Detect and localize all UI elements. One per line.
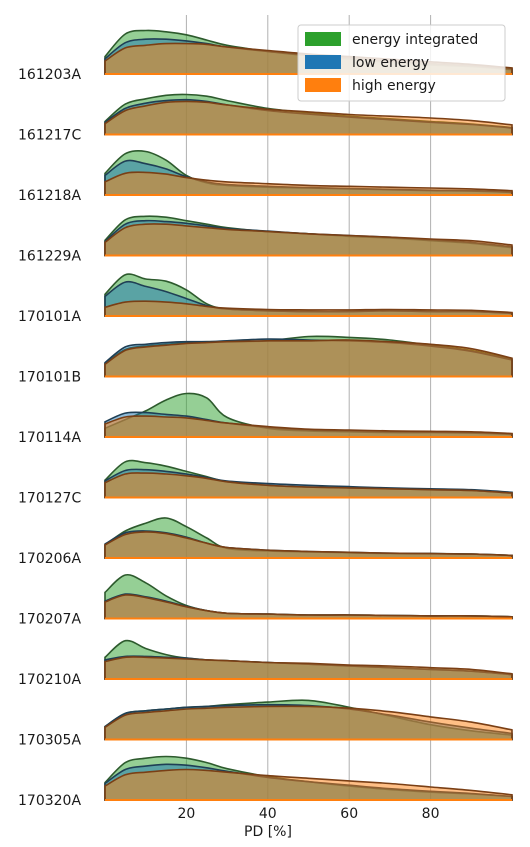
ridge-row-170206A bbox=[104, 517, 513, 559]
legend-swatch-1 bbox=[305, 55, 341, 69]
x-tick-label: 20 bbox=[177, 806, 195, 822]
ridge-170210A-high-energy bbox=[104, 656, 513, 680]
row-label: 161217C bbox=[18, 128, 81, 144]
ridge-row-170305A bbox=[104, 699, 513, 741]
row-label: 170101B bbox=[18, 370, 81, 386]
ridge-170320A-high-energy bbox=[104, 768, 513, 801]
x-tick-label: 40 bbox=[259, 806, 277, 822]
legend-swatch-0 bbox=[305, 32, 341, 46]
ridge-row-170210A bbox=[104, 639, 513, 680]
ridge-161217C-high-energy bbox=[104, 100, 513, 136]
legend: energy integrated low energy high energy bbox=[297, 24, 506, 102]
x-tick-label: 60 bbox=[340, 806, 358, 822]
row-label-layer: 161203A 161217C 161218A 161229A 170101A 17010… bbox=[18, 67, 81, 809]
ridge-170101B-high-energy bbox=[104, 339, 513, 378]
ridge-row-170101B bbox=[104, 335, 513, 378]
row-label: 170210A bbox=[18, 672, 81, 688]
row-label: 170207A bbox=[18, 612, 81, 628]
ridge-row-170207A bbox=[104, 573, 513, 620]
legend-frame bbox=[297, 24, 506, 102]
ridge-row-170114A bbox=[104, 392, 513, 438]
ridge-row-170320A bbox=[104, 755, 513, 801]
legend-swatch-2 bbox=[305, 78, 341, 92]
ridge-row-161218A bbox=[104, 149, 513, 196]
ridge-170101A-high-energy bbox=[104, 300, 513, 317]
ridge-170127C-high-energy bbox=[104, 472, 513, 499]
row-label: 170320A bbox=[18, 793, 81, 809]
x-axis-title: PD [%] bbox=[244, 824, 292, 840]
row-label: 161229A bbox=[18, 249, 81, 265]
x-axis: 20 40 60 80 bbox=[177, 806, 439, 822]
ridge-row-170101A bbox=[104, 273, 513, 317]
ridge-row-161217C bbox=[104, 93, 513, 136]
ridge-161218A-high-energy bbox=[104, 171, 513, 196]
ridge-161229A-high-energy bbox=[104, 223, 513, 257]
row-label: 170305A bbox=[18, 733, 81, 749]
legend-label: energy integrated bbox=[352, 32, 478, 48]
ridge-row-170127C bbox=[104, 459, 513, 499]
legend-label: low energy bbox=[352, 55, 429, 71]
x-tick-label: 80 bbox=[422, 806, 440, 822]
ridge-170114A-high-energy bbox=[104, 415, 513, 438]
ridge-170206A-high-energy bbox=[104, 531, 513, 559]
ridge-layer bbox=[104, 29, 513, 801]
ridge-row-161229A bbox=[104, 215, 513, 257]
row-label: 161218A bbox=[18, 188, 81, 204]
row-label: 170206A bbox=[18, 551, 81, 567]
row-label: 161203A bbox=[18, 67, 81, 83]
ridge-170207A-high-energy bbox=[104, 594, 513, 620]
ridge-170305A-high-energy bbox=[104, 705, 513, 741]
row-label: 170127C bbox=[18, 491, 81, 507]
row-label: 170114A bbox=[18, 430, 81, 446]
row-label: 170101A bbox=[18, 309, 81, 325]
legend-label: high energy bbox=[352, 78, 436, 94]
